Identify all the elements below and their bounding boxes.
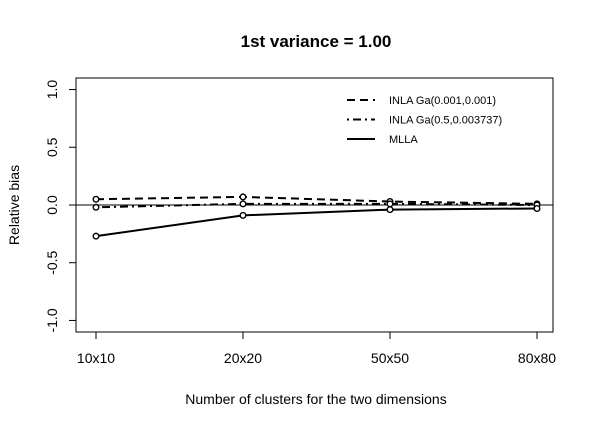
series-line-3 xyxy=(95,207,538,238)
x-tick-label: 80x80 xyxy=(518,350,556,366)
legend: INLA Ga(0.001,0.001) INLA Ga(0.5,0.003737… xyxy=(347,95,502,146)
data-point xyxy=(239,193,247,201)
data-point xyxy=(92,195,100,203)
data-point xyxy=(533,204,541,212)
y-tick-label: -1.0 xyxy=(44,308,60,332)
data-point xyxy=(239,200,247,208)
series-layer xyxy=(92,193,541,240)
y-tick-label: 0.0 xyxy=(44,195,60,215)
y-tick-label: 1.0 xyxy=(44,80,60,100)
data-point xyxy=(386,206,394,214)
series-line-1 xyxy=(95,195,538,205)
data-point xyxy=(92,232,100,240)
x-tick-label: 50x50 xyxy=(371,350,409,366)
legend-label: INLA Ga(0.001,0.001) xyxy=(389,95,496,107)
y-axis-label: Relative bias xyxy=(6,165,22,245)
legend-label: MLLA xyxy=(389,134,418,146)
data-point xyxy=(386,200,394,208)
data-point xyxy=(239,211,247,219)
legend-label: INLA Ga(0.5,0.003737) xyxy=(389,115,502,127)
y-axis: -1.0 -0.5 0.0 0.5 1.0 xyxy=(44,80,77,333)
x-tick-label: 20x20 xyxy=(224,350,262,366)
series-line-2 xyxy=(95,202,538,209)
x-axis-label: Number of clusters for the two dimension… xyxy=(185,391,446,407)
data-point xyxy=(92,203,100,211)
y-tick-label: 0.5 xyxy=(44,137,60,157)
y-tick-label: -0.5 xyxy=(44,250,60,274)
chart-title: 1st variance = 1.00 xyxy=(241,32,392,51)
x-axis: 10x10 20x20 50x50 80x80 xyxy=(77,331,556,366)
x-tick-label: 10x10 xyxy=(77,350,115,366)
